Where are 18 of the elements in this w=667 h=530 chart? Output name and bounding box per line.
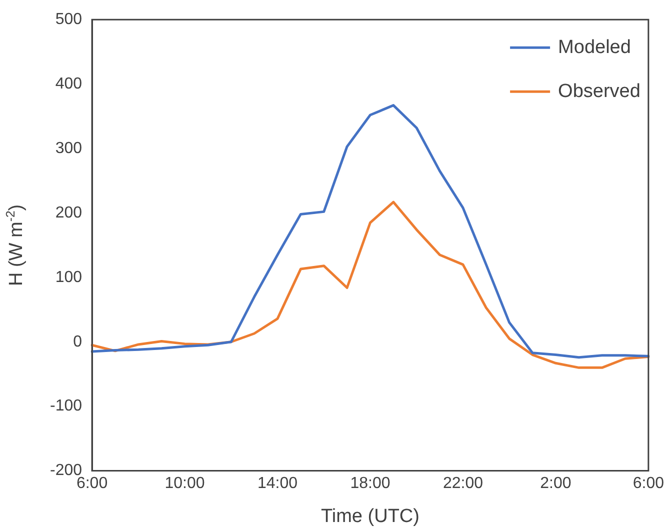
y-axis-title: H (W m-2) [3, 204, 27, 286]
x-tick-label: 2:00 [540, 474, 572, 492]
y-tick-label: 100 [55, 268, 82, 286]
x-tick-label: 6:00 [76, 474, 108, 492]
y-tick-label: 500 [55, 11, 82, 28]
x-tick-label: 18:00 [350, 474, 390, 492]
y-tick-label: 400 [55, 75, 82, 92]
x-tick-label: 22:00 [442, 474, 484, 492]
y-tick-label: 200 [55, 204, 82, 222]
legend-label: Observed [558, 80, 640, 102]
y-tick-label: -100 [50, 398, 82, 415]
y-tick-label: 300 [55, 140, 82, 157]
x-axis-title: Time (UTC) [320, 506, 420, 527]
y-tick-label: 0 [73, 333, 82, 350]
legend-label: Modeled [558, 36, 631, 58]
x-tick-label: 6:00 [632, 474, 664, 492]
x-tick-label: 14:00 [257, 474, 298, 492]
x-tick-label: 10:00 [164, 474, 205, 492]
